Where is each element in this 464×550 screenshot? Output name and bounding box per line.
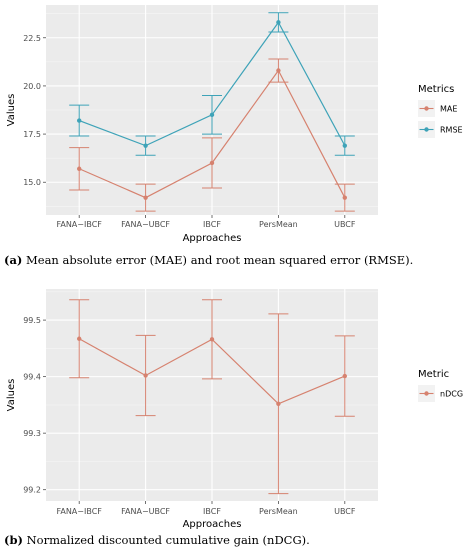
x-axis-title: Approaches — [183, 519, 242, 530]
caption-b-text: Normalized discounted cumulative gain (n… — [22, 533, 310, 547]
data-point — [77, 118, 82, 123]
legend-key-point — [424, 127, 429, 132]
legend-title: Metrics — [418, 84, 454, 95]
x-tick-label: UBCF — [334, 507, 356, 516]
x-tick-label: FANA−UBCF — [121, 507, 170, 516]
legend-title: Metric — [418, 369, 449, 380]
x-axis-title: Approaches — [183, 233, 242, 244]
series-rmse — [69, 12, 355, 156]
x-tick-label: FANA−IBCF — [56, 220, 102, 229]
y-tick-label: 99.3 — [23, 429, 41, 438]
legend-label: RMSE — [440, 126, 463, 135]
x-tick-label: IBCF — [203, 220, 221, 229]
chart-panel-a: 15.0 17.5 20.0 22.5 FANA−IBCF FANA−UBCF IBCF Pe… — [6, 5, 463, 244]
legend: Metrics MAE RMSE — [418, 84, 463, 138]
data-point — [209, 160, 215, 166]
data-point — [342, 143, 347, 148]
data-point — [77, 336, 82, 341]
caption-b: (b) Normalized discounted cumulative gai… — [4, 533, 310, 547]
y-tick-label: 15.0 — [23, 178, 41, 187]
caption-a: (a) Mean absolute error (MAE) and root m… — [4, 253, 413, 267]
y-tick-label: 99.4 — [23, 373, 41, 382]
y-tick-label: 20.0 — [23, 82, 41, 91]
data-point — [77, 166, 82, 171]
caption-b-label: (b) — [4, 533, 23, 547]
data-point — [209, 337, 215, 342]
y-tick-label: 17.5 — [23, 130, 41, 139]
data-point — [342, 373, 347, 379]
chart-panel-b: 99.2 99.3 99.4 99.5 FANA−IBCF FANA−UBCF IBCF Pe… — [6, 289, 463, 530]
x-tick-label: FANA−UBCF — [121, 220, 170, 229]
x-tick-label: IBCF — [203, 507, 221, 516]
x-tick-label: PersMean — [259, 507, 298, 516]
data-point — [209, 112, 215, 118]
caption-a-label: (a) — [4, 253, 23, 267]
data-point — [143, 195, 148, 200]
y-axis-title: Values — [6, 379, 17, 412]
legend: Metric nDCG — [418, 369, 463, 402]
data-point — [276, 20, 281, 25]
y-tick-label: 99.5 — [23, 316, 41, 325]
data-point — [143, 373, 148, 378]
legend-label: MAE — [440, 105, 457, 114]
x-tick-label: PersMean — [259, 220, 298, 229]
y-axis-title: Values — [6, 94, 17, 127]
caption-a-text: Mean absolute error (MAE) and root mean … — [22, 253, 414, 267]
series-ndcg — [69, 299, 355, 495]
data-point — [143, 143, 148, 148]
data-point — [276, 401, 281, 406]
legend-label: nDCG — [440, 390, 463, 399]
data-point — [276, 68, 281, 73]
data-point — [342, 195, 347, 200]
legend-key-point — [424, 106, 429, 111]
legend-key-point — [424, 391, 429, 396]
series-mae — [69, 58, 355, 212]
x-tick-label: UBCF — [334, 220, 356, 229]
y-tick-label: 99.2 — [23, 486, 41, 495]
x-tick-label: FANA−IBCF — [56, 507, 102, 516]
y-tick-label: 22.5 — [23, 34, 41, 43]
